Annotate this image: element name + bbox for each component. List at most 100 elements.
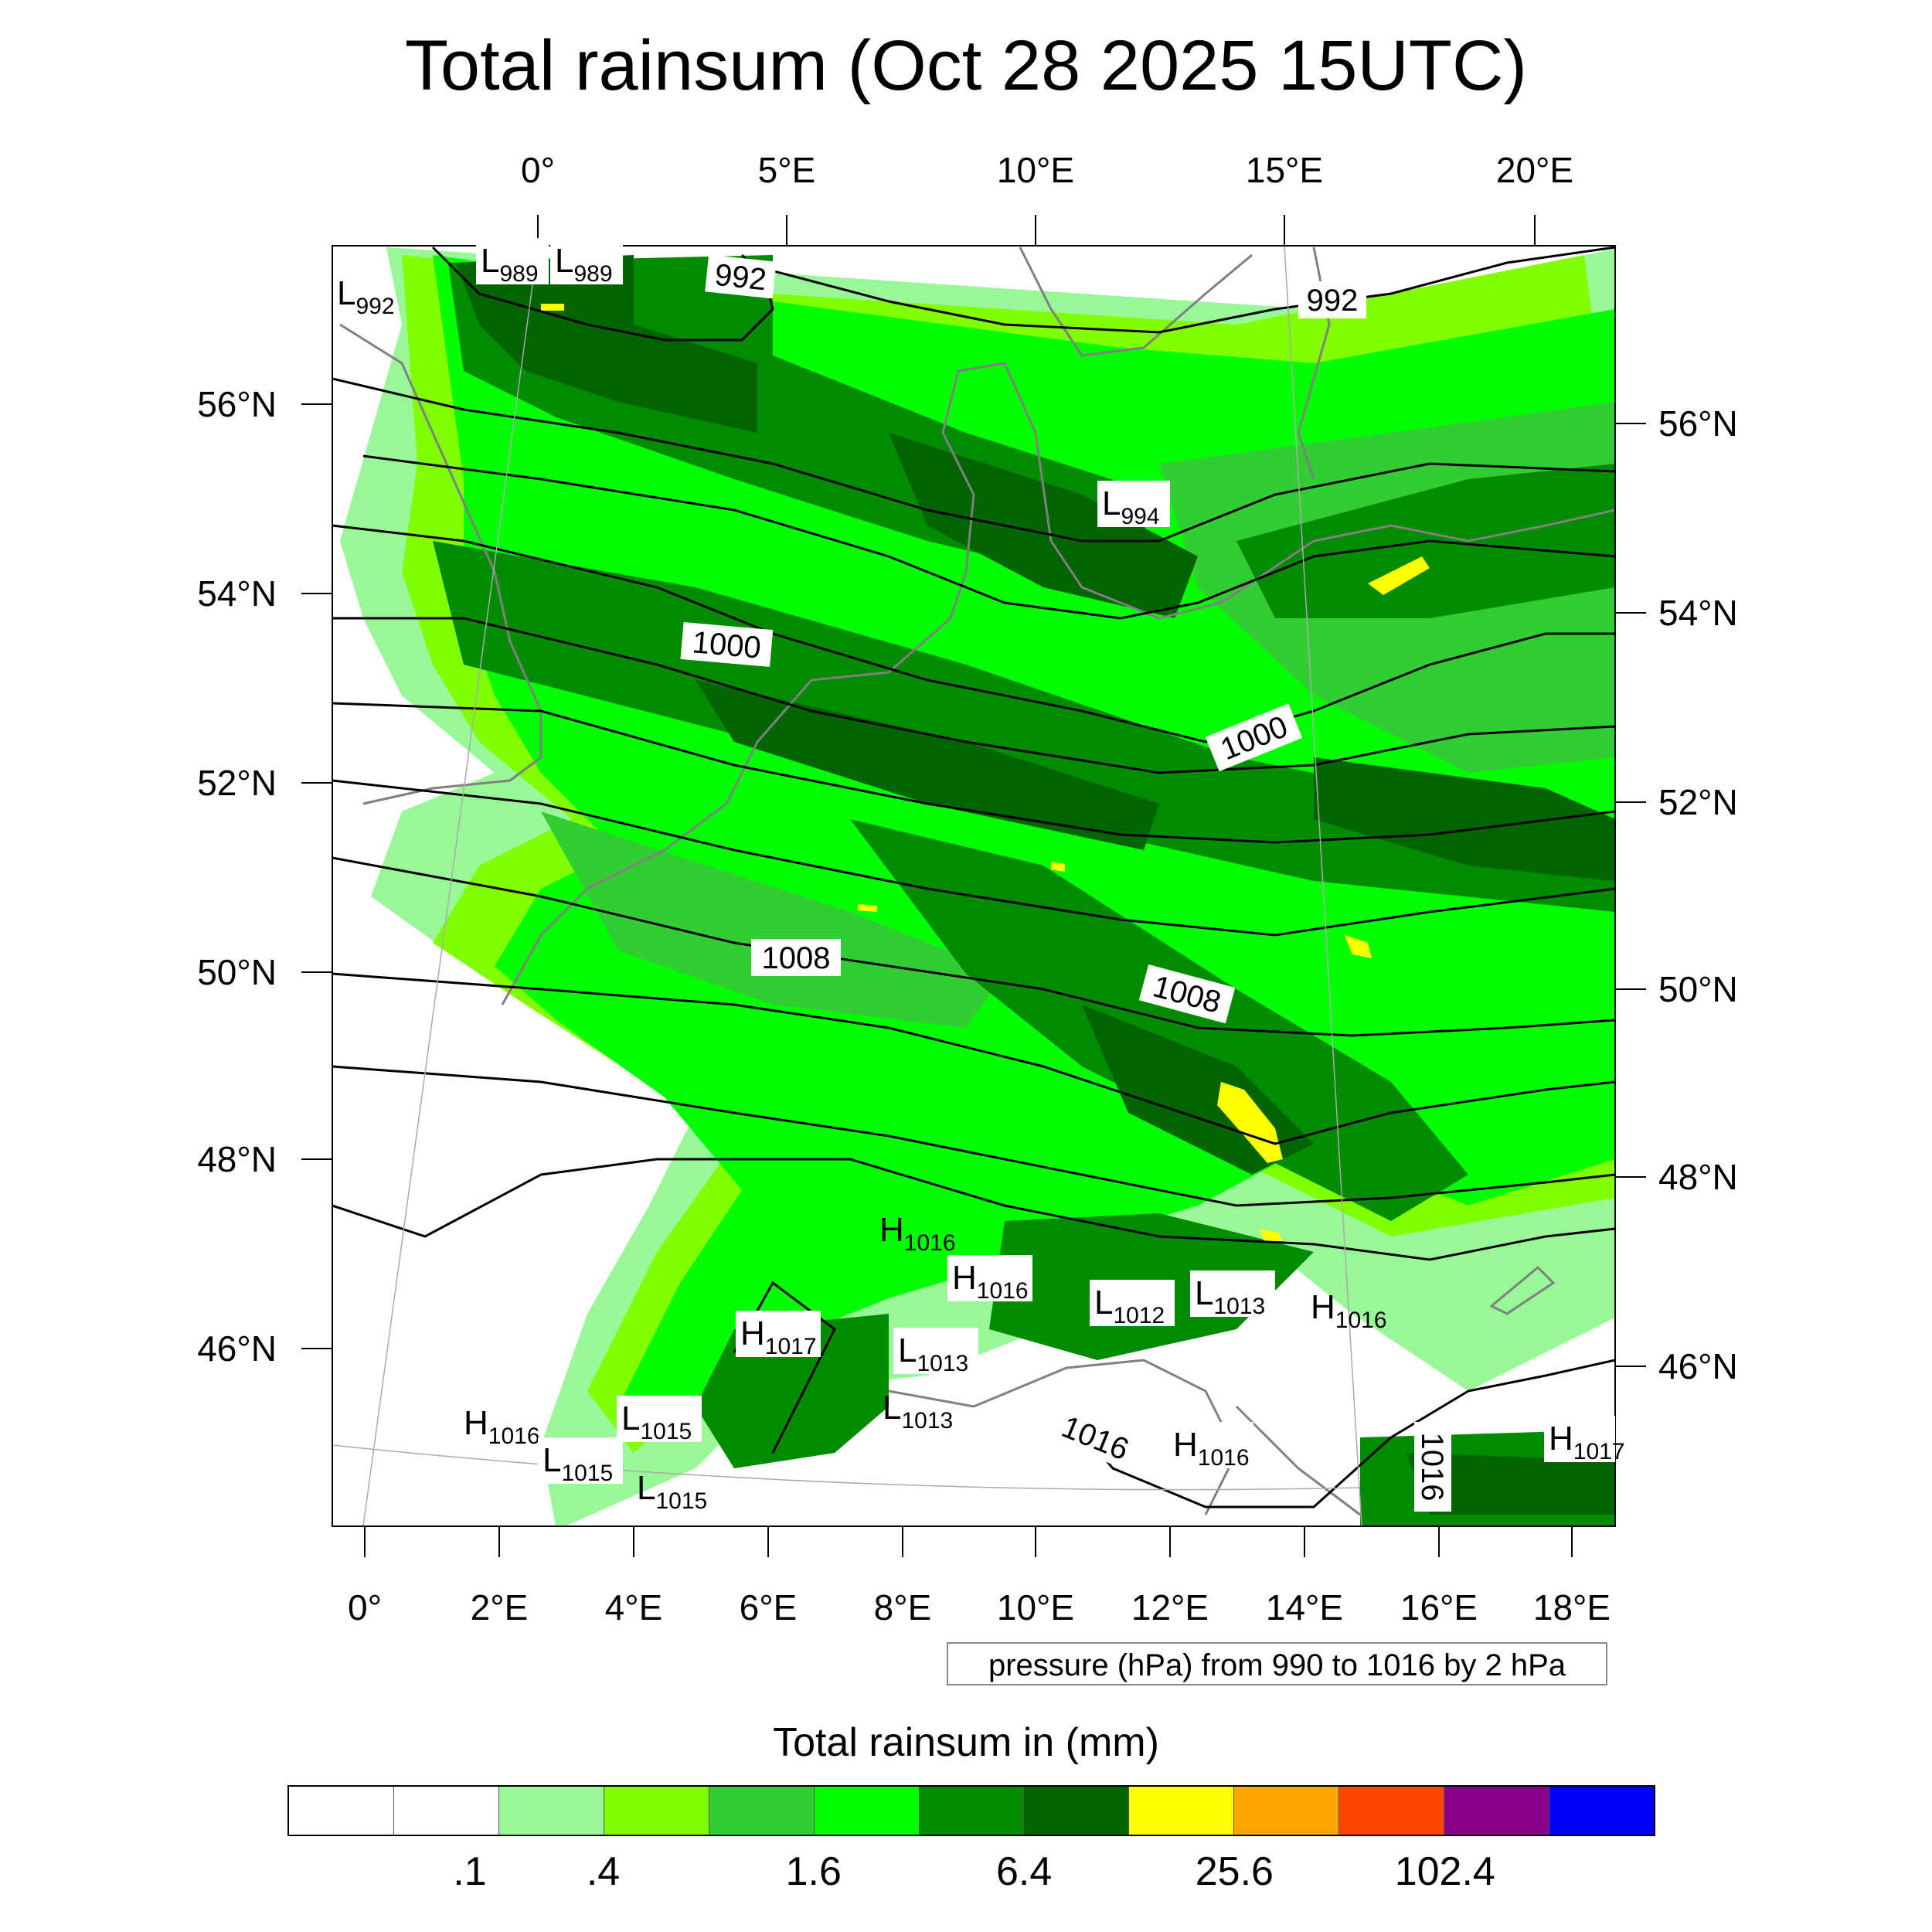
top-lon-label: 10°E xyxy=(997,150,1074,190)
pressure-center-label: H1016 xyxy=(464,1404,540,1449)
colorbar-swatch xyxy=(709,1787,815,1835)
pressure-center-label: L1015 xyxy=(637,1469,707,1514)
isobar-1008 xyxy=(332,856,1615,1037)
pressure-center-label: H1016 xyxy=(1311,1288,1387,1333)
coastlines xyxy=(339,247,1615,1516)
isobar-1004 xyxy=(332,702,1615,844)
bottom-lon-label: 8°E xyxy=(874,1587,932,1628)
map-border xyxy=(332,245,1616,1527)
top-lon-label: 20°E xyxy=(1496,150,1573,190)
colorbar-swatch xyxy=(1339,1787,1445,1835)
coastline-continent xyxy=(501,362,1615,1005)
rain-region-yellow xyxy=(1051,862,1065,872)
colorbar-swatch xyxy=(1129,1787,1235,1835)
colorbar-swatch xyxy=(814,1787,920,1835)
rain-region-yellow xyxy=(541,304,564,311)
colorbar-label: 25.6 xyxy=(1195,1849,1274,1894)
colorbar-swatch xyxy=(1444,1787,1550,1835)
rain-region-yellow xyxy=(1345,935,1372,958)
pressure-center-markers: L992 L989 L989 L994 H1016 H1016 L1012 L1… xyxy=(337,238,1625,1514)
pressure-center-label: H1017 xyxy=(1549,1420,1625,1464)
isobar-1000 xyxy=(332,524,1615,743)
pressure-center-label: L1013 xyxy=(1195,1274,1265,1319)
colorbar-swatch xyxy=(919,1787,1025,1835)
bottom-lon-label: 6°E xyxy=(740,1587,798,1628)
top-lon-label: 0° xyxy=(521,150,555,190)
precipitation-field xyxy=(340,247,1615,1526)
right-lat-label: 48°N xyxy=(1658,1157,1738,1197)
isobar-1012 xyxy=(332,1065,1615,1207)
rain-region-yellow xyxy=(858,904,877,912)
pressure-center-label: L1015 xyxy=(621,1400,692,1444)
pressure-center-label: L1013 xyxy=(883,1389,953,1434)
bottom-lon-label: 16°E xyxy=(1400,1587,1478,1628)
rain-region-dark xyxy=(696,680,1159,850)
left-lat-label: 56°N xyxy=(197,384,277,424)
colorbar xyxy=(287,1785,1655,1836)
pressure-center-label: L1015 xyxy=(543,1441,613,1486)
left-lat-label: 54°N xyxy=(197,573,277,614)
isobar-1006 xyxy=(332,779,1615,937)
colorbar-label: .1 xyxy=(453,1849,487,1894)
meridian-15 xyxy=(1284,246,1362,1526)
rain-region-dark xyxy=(1314,757,1615,881)
pressure-center-label: L989 xyxy=(481,242,539,287)
colorbar-label: 6.4 xyxy=(995,1849,1053,1894)
coastline-lake xyxy=(1489,1265,1556,1315)
isobar-label: 992 xyxy=(1307,284,1359,318)
colorbar-swatch xyxy=(498,1787,604,1835)
left-lat-label: 50°N xyxy=(197,952,277,992)
left-lat-label: 46°N xyxy=(197,1328,277,1369)
colorbar-swatch xyxy=(1549,1787,1654,1835)
colorbar-swatch xyxy=(604,1787,709,1835)
rain-region-dark xyxy=(1406,1453,1615,1515)
pressure-center-label: L1013 xyxy=(898,1332,968,1376)
coastline-scandinavia xyxy=(1019,247,1253,357)
isobar-1002 xyxy=(332,617,1615,774)
map-title: Total rainsum (Oct 28 2025 15UTC) xyxy=(404,26,1528,105)
colorbar-swatch xyxy=(393,1787,499,1835)
colorbar-swatch xyxy=(1234,1787,1340,1835)
bottom-lon-label: 2°E xyxy=(471,1587,529,1628)
coastline-adriatic xyxy=(1235,1405,1361,1516)
pressure-center-label: L989 xyxy=(555,242,613,287)
right-lat-label: 56°N xyxy=(1658,403,1738,444)
isobar-label: 1000 xyxy=(691,625,762,665)
right-lat-label: 50°N xyxy=(1658,969,1738,1009)
bottom-lon-label: 18°E xyxy=(1533,1587,1611,1628)
pressure-center-label: H1016 xyxy=(879,1211,956,1256)
parallel-45 xyxy=(332,1444,1361,1491)
colorbar-title: Total rainsum in (mm) xyxy=(773,1720,1159,1765)
pressure-center-label: H1016 xyxy=(1173,1426,1250,1471)
left-lat-label: 48°N xyxy=(197,1139,277,1179)
right-lat-label: 46°N xyxy=(1658,1346,1738,1386)
left-lat-label: 52°N xyxy=(197,763,277,803)
pressure-center-label: H1016 xyxy=(952,1259,1029,1304)
rain-region-dark xyxy=(456,255,757,433)
isobar-998 xyxy=(362,454,1615,620)
bottom-lon-label: 0° xyxy=(348,1587,382,1628)
isobar-1010 xyxy=(332,972,1615,1145)
bottom-lon-label: 4°E xyxy=(605,1587,663,1628)
bottom-lon-label: 12°E xyxy=(1131,1587,1209,1628)
pressure-info-box: pressure (hPa) from 990 to 1016 by 2 hPa xyxy=(947,1642,1607,1685)
isobar-992 xyxy=(741,246,1615,334)
rain-region-medium xyxy=(541,811,1005,1028)
rain-region-green xyxy=(850,819,1468,1221)
top-lon-label: 5°E xyxy=(758,150,816,190)
rain-region-yellow xyxy=(1217,1082,1283,1163)
isobar-996 xyxy=(332,377,1615,543)
bottom-lon-label: 10°E xyxy=(997,1587,1074,1628)
top-lon-label: 15°E xyxy=(1246,150,1323,190)
colorbar-swatch xyxy=(289,1787,394,1835)
colorbar-label: 1.6 xyxy=(785,1849,842,1894)
graticule-lines xyxy=(332,246,1362,1526)
colorbar-label: 102.4 xyxy=(1394,1849,1495,1894)
coastline-britain xyxy=(339,323,543,805)
pressure-center-label: L992 xyxy=(337,274,395,319)
pressure-center-label: L994 xyxy=(1102,485,1160,529)
colorbar-labels: .1 .4 1.6 6.4 25.6 102.4 xyxy=(287,1849,1655,1903)
colorbar-label: .4 xyxy=(586,1849,621,1894)
isobar-1014 xyxy=(332,1158,1615,1261)
